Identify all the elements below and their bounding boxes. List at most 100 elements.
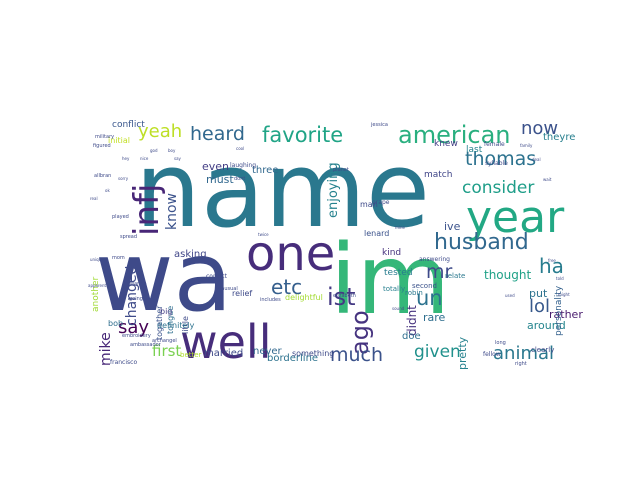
word-doe: doe xyxy=(402,331,421,342)
word-real: real xyxy=(90,196,98,201)
word-big: big xyxy=(160,307,172,316)
word-wanna: wanna xyxy=(130,281,147,287)
word-planet: planet xyxy=(333,167,349,173)
word-embroidery: embroidery xyxy=(122,333,151,339)
word-ist: ist xyxy=(327,283,356,311)
word-im: im xyxy=(330,224,450,336)
word-conflict: conflict xyxy=(112,120,145,130)
word-heard: heard xyxy=(190,123,245,145)
word-favorite: favorite xyxy=(262,123,343,147)
word-answering: answering xyxy=(419,256,450,263)
word-female: female xyxy=(484,141,505,148)
word-ambassador: ambassador xyxy=(130,342,162,348)
word-grape: grape xyxy=(372,199,390,206)
word-much: much xyxy=(330,344,383,366)
word-know: know xyxy=(164,193,180,230)
word-ha: ha xyxy=(539,254,564,278)
word-played: played xyxy=(112,214,129,220)
word-put: put xyxy=(529,287,548,300)
word-husband: husband xyxy=(434,230,529,255)
word-bob: bob xyxy=(108,319,123,328)
word-three: three xyxy=(252,165,278,176)
word-deal: deal xyxy=(532,157,541,162)
word-spread: spread xyxy=(120,234,137,240)
word-figured: figured xyxy=(93,143,111,149)
word-mine: mine xyxy=(395,225,406,230)
word-wa: wa xyxy=(95,221,232,333)
word-cool: cool xyxy=(236,146,244,151)
word-god: god xyxy=(150,148,158,153)
word-right: right xyxy=(515,361,527,367)
word-allbran: allbran xyxy=(94,173,111,179)
word-thomas: thomas xyxy=(465,148,536,170)
word-name: name xyxy=(135,129,430,251)
word-sound: sound xyxy=(392,306,405,311)
word-changed: changed xyxy=(124,266,140,326)
word-little: little xyxy=(181,316,190,334)
word-married: married xyxy=(204,348,243,359)
word-unusual: unusual xyxy=(218,286,238,292)
word-kind: kind xyxy=(382,248,401,258)
word-didnt: didnt xyxy=(405,305,419,336)
word-mom: mom xyxy=(112,255,125,261)
word-relate: relate xyxy=(445,272,465,280)
word-long: long xyxy=(495,340,506,346)
word-free: free xyxy=(548,258,556,263)
word-used: used xyxy=(505,293,515,298)
word-twice: twice xyxy=(258,232,269,237)
word-something: something xyxy=(292,349,334,358)
word-jessica: jessica xyxy=(370,122,388,128)
word-tested: tested xyxy=(384,268,413,278)
word-totally: totally xyxy=(383,285,405,293)
word-syllable: syllable xyxy=(485,160,508,167)
word-clearly: clearly xyxy=(531,346,554,354)
word-ok: ok xyxy=(105,188,110,193)
word-lenard: lenard xyxy=(364,229,389,238)
word-borderline: borderline xyxy=(267,353,318,364)
word-family: family xyxy=(520,143,533,148)
word-one: one xyxy=(246,226,335,282)
word-must: must xyxy=(206,173,234,186)
word-american: american xyxy=(398,121,511,149)
word-together: together xyxy=(155,305,164,340)
word-lol: lol xyxy=(529,296,550,317)
word-around: around xyxy=(527,319,566,332)
word-un: un xyxy=(416,286,443,310)
word-correct: correct xyxy=(206,273,228,280)
word-nice: nice xyxy=(140,156,149,161)
word-now: now xyxy=(521,118,558,139)
word-rare: rare xyxy=(423,311,446,324)
word-definitely: definitely xyxy=(157,321,195,330)
word-mr: mr xyxy=(426,261,453,283)
word-asking: asking xyxy=(174,249,207,260)
word-well: well xyxy=(180,315,271,369)
word-consider: consider xyxy=(462,178,534,198)
word-knew: knew xyxy=(434,139,458,149)
word-told: told xyxy=(556,276,564,281)
word-match: match xyxy=(424,170,452,180)
word-sorry: sorry xyxy=(118,176,129,181)
word-francisco: francisco xyxy=(110,359,137,366)
word-yeah: yeah xyxy=(138,121,182,142)
word-unique: unique xyxy=(90,257,104,262)
word-given: given xyxy=(414,342,461,362)
word-year: year xyxy=(466,192,565,243)
word-say: say xyxy=(118,317,149,338)
word-never: never xyxy=(253,346,283,357)
word-enjoying: enjoying xyxy=(326,162,341,218)
word-robin: robin xyxy=(405,289,423,297)
word-mike: mike xyxy=(98,332,114,366)
word-man: man xyxy=(360,200,378,209)
word-pretty: pretty xyxy=(456,336,469,370)
word-first: first xyxy=(152,342,181,360)
word-say: say xyxy=(174,156,182,161)
word-military: military xyxy=(95,134,114,140)
word-dont: dont xyxy=(234,176,245,182)
word-infj: infj xyxy=(127,184,167,236)
word-second: second xyxy=(412,282,437,290)
word-apparently: apparently xyxy=(88,283,110,288)
word-etc: etc xyxy=(271,275,302,299)
word-personality: personality xyxy=(554,285,564,336)
word-initial: initial xyxy=(108,136,130,145)
word-going: going xyxy=(129,296,143,302)
